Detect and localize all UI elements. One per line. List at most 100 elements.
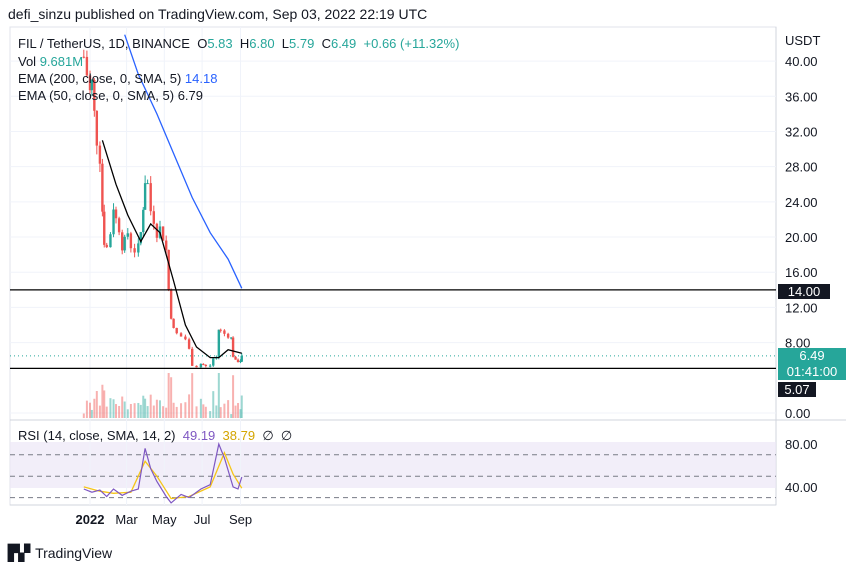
volume-bar [227, 400, 230, 418]
candle-body [161, 226, 165, 241]
volume-label: Vol [18, 54, 37, 69]
candle-body [129, 233, 133, 249]
volume-bar [172, 402, 175, 418]
volume-bar [188, 394, 191, 418]
ema200-value: 14.18 [184, 71, 218, 86]
candle-body [143, 183, 147, 210]
volume-bar [230, 414, 233, 418]
close-label: C [321, 36, 331, 51]
volume-bar [180, 403, 183, 418]
volume-bar [144, 398, 147, 418]
candle-body [137, 243, 140, 253]
candle-body [204, 364, 208, 366]
volume-bar [184, 402, 187, 418]
candle-body [231, 337, 235, 357]
candle-body [230, 337, 233, 339]
symbol-name[interactable]: FIL / TetherUS, 1D, BINANCE [18, 36, 190, 51]
rsi-line [83, 442, 243, 504]
price-tick-label: 0.00 [785, 406, 810, 421]
candle-body [155, 223, 159, 238]
symbol-legend: FIL / TetherUS, 1D, BINANCE O5.83 H6.80 … [18, 36, 459, 51]
volume-bar [126, 409, 129, 418]
volume-bar [137, 402, 140, 418]
candle-body [212, 358, 215, 366]
volume-bar [152, 405, 155, 418]
candle-body [142, 209, 145, 233]
candle-body [123, 236, 126, 251]
ema200-label: EMA (200, close, 0, SMA, 5) [18, 71, 182, 86]
candle-body [105, 244, 108, 248]
current-price: 6.49 [799, 348, 825, 363]
price-tick-label: 40.00 [785, 54, 818, 69]
rsi-band [10, 442, 776, 488]
candle-body [184, 336, 187, 340]
volume-bar [215, 405, 218, 418]
volume-bar [89, 402, 91, 418]
candle-body [191, 348, 194, 366]
volume-value: 9.681M [39, 54, 84, 69]
rsi-value: 49.19 [182, 428, 216, 443]
volume-bar [115, 404, 118, 418]
change-value: +0.66 (+11.32%) [363, 36, 460, 51]
rsi-na-2: ∅ [280, 428, 293, 443]
candle-body [121, 232, 124, 251]
candle-body [239, 360, 242, 363]
candle-body [103, 211, 106, 245]
candle-body [95, 110, 99, 146]
candle-body [93, 79, 96, 111]
volume-bar [98, 405, 101, 418]
candle-body [109, 234, 112, 248]
candle-body [101, 163, 104, 212]
volume-bar [118, 405, 121, 418]
candle-body [164, 240, 168, 250]
volume-legend[interactable]: Vol 9.681M [18, 54, 83, 69]
footer-brand[interactable]: ▛▞ TradingView [8, 544, 112, 562]
ema50-legend[interactable]: EMA (50, close, 0, SMA, 5) 6.79 [18, 88, 203, 103]
volume-bar [212, 391, 215, 418]
open-label: O [197, 36, 208, 51]
candle-body [117, 218, 121, 233]
rsi-ma-line [83, 450, 243, 500]
volume-bar [82, 413, 85, 418]
candle-body [126, 233, 129, 237]
candle-body [234, 356, 237, 360]
volume-bar [191, 373, 194, 418]
candle-body [112, 209, 115, 235]
candle-body [236, 359, 240, 363]
open-value: 5.83 [207, 36, 233, 51]
tradingview-logo-icon: ▛▞ [8, 545, 30, 562]
volume-bar [209, 411, 212, 418]
volume-bar [239, 409, 242, 418]
rsi-legend[interactable]: RSI (14, close, SMA, 14, 2) 49.19 38.79 … [18, 428, 292, 444]
volume-bar [240, 395, 243, 418]
candle-body [146, 183, 149, 185]
candle-body [226, 333, 230, 338]
volume-bar [199, 398, 202, 418]
low-label: L [281, 36, 290, 51]
volume-bar [223, 403, 226, 418]
candle-body [223, 330, 226, 334]
volume-bar [155, 399, 158, 418]
volume-bar [101, 384, 104, 418]
candle-body [169, 289, 173, 319]
candle-body [85, 56, 89, 76]
volume-bar [85, 400, 88, 418]
candle-body [195, 365, 198, 368]
ema200-line [124, 34, 243, 289]
volume-bar [158, 400, 161, 418]
price-tick-label: 28.00 [785, 160, 818, 175]
volume-bar [167, 373, 170, 418]
ema200-legend[interactable]: EMA (200, close, 0, SMA, 5) 14.18 [18, 71, 217, 86]
volume-bar [204, 406, 207, 418]
low-value: 5.79 [289, 36, 315, 51]
candle-body [199, 363, 203, 368]
current-price-tag: 6.49 01:41:00 [778, 348, 846, 380]
candle-body [208, 365, 212, 367]
ema50-label: EMA (50, close, 0, SMA, 5) [18, 88, 175, 103]
candle-body [139, 232, 142, 244]
price-tick-label: 20.00 [785, 230, 818, 245]
time-tick-label: Mar [115, 512, 138, 527]
ema50-value: 6.79 [177, 88, 203, 103]
close-value: 6.49 [330, 36, 357, 51]
